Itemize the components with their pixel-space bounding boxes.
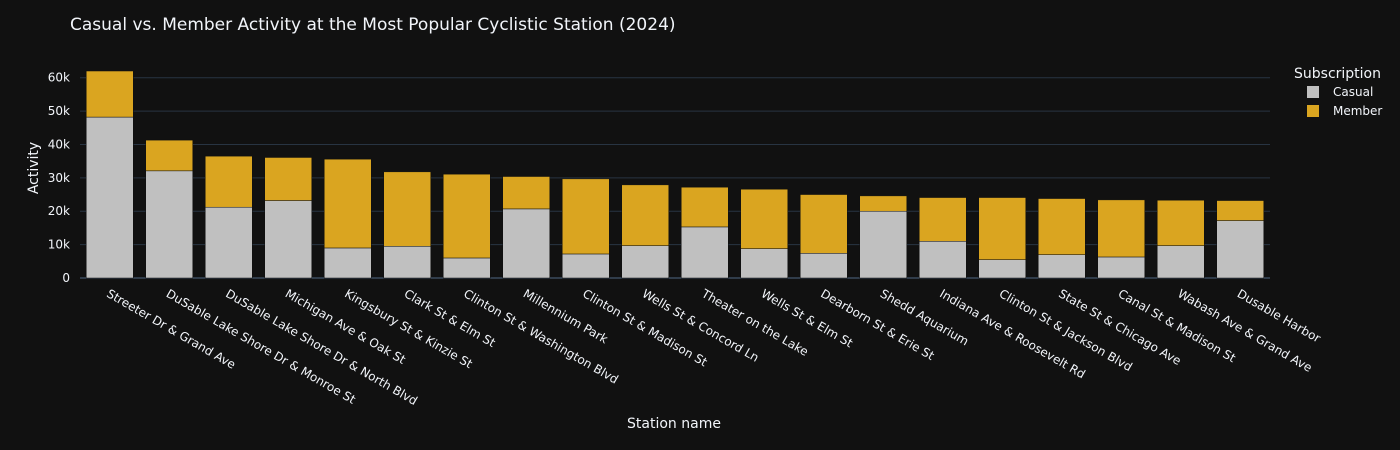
- bar-casual[interactable]: [859, 210, 908, 279]
- bar-casual[interactable]: [680, 226, 729, 279]
- legend-swatch-casual[interactable]: [1307, 86, 1319, 98]
- bar-casual[interactable]: [1097, 256, 1146, 279]
- bar-member[interactable]: [1156, 199, 1205, 246]
- legend-title: Subscription: [1294, 66, 1381, 82]
- x-axis-title: Station name: [627, 416, 721, 432]
- y-tick-label: 30k: [48, 171, 70, 185]
- bar-member[interactable]: [502, 176, 551, 210]
- legend-swatch-member[interactable]: [1307, 105, 1319, 117]
- y-tick-labels: 0 10k 20k 30k 40k 50k 60k: [48, 71, 70, 285]
- bar-casual[interactable]: [145, 170, 194, 279]
- legend-label-member[interactable]: Member: [1333, 104, 1382, 118]
- y-tick-label: 20k: [48, 204, 70, 218]
- bar-casual[interactable]: [918, 241, 967, 279]
- bar-casual[interactable]: [323, 247, 372, 279]
- bar-casual[interactable]: [85, 116, 134, 279]
- bar-member[interactable]: [383, 171, 432, 247]
- bar-member[interactable]: [740, 188, 789, 249]
- bar-member[interactable]: [561, 178, 610, 255]
- y-tick-label: 10k: [48, 238, 70, 252]
- bar-casual[interactable]: [621, 245, 670, 279]
- bar-casual[interactable]: [1156, 245, 1205, 279]
- bar-member[interactable]: [978, 197, 1027, 260]
- y-tick-label: 60k: [48, 71, 70, 85]
- bar-member[interactable]: [85, 70, 134, 118]
- bar-member[interactable]: [1216, 200, 1265, 221]
- bar-casual[interactable]: [978, 259, 1027, 279]
- bar-member[interactable]: [621, 184, 670, 246]
- bar-member[interactable]: [323, 158, 372, 249]
- bar-casual[interactable]: [383, 246, 432, 279]
- bar-casual[interactable]: [1037, 254, 1086, 279]
- bar-casual[interactable]: [1216, 220, 1265, 279]
- bar-member[interactable]: [918, 197, 967, 242]
- bar-casual[interactable]: [264, 200, 313, 279]
- bar-member[interactable]: [859, 195, 908, 212]
- y-tick-label: 0: [62, 271, 70, 285]
- bar-casual[interactable]: [740, 248, 789, 279]
- bar-member[interactable]: [680, 186, 729, 228]
- bar-member[interactable]: [145, 139, 194, 172]
- bar-member[interactable]: [1037, 198, 1086, 255]
- y-tick-label: 40k: [48, 137, 70, 151]
- bar-member[interactable]: [442, 173, 491, 259]
- bar-casual[interactable]: [204, 206, 253, 279]
- bar-member[interactable]: [204, 155, 253, 208]
- y-axis-title: Activity: [26, 142, 42, 194]
- legend-label-casual[interactable]: Casual: [1333, 85, 1373, 99]
- bars: [85, 70, 1265, 279]
- bar-member[interactable]: [1097, 199, 1146, 258]
- chart-title: Casual vs. Member Activity at the Most P…: [70, 15, 676, 35]
- bar-casual[interactable]: [799, 253, 848, 279]
- y-tick-label: 50k: [48, 104, 70, 118]
- legend[interactable]: Subscription Casual Member: [1294, 66, 1382, 118]
- bar-casual[interactable]: [502, 208, 551, 279]
- bar-member[interactable]: [799, 194, 848, 254]
- bar-member[interactable]: [264, 157, 313, 201]
- bar-casual[interactable]: [442, 257, 491, 279]
- bar-casual[interactable]: [561, 253, 610, 279]
